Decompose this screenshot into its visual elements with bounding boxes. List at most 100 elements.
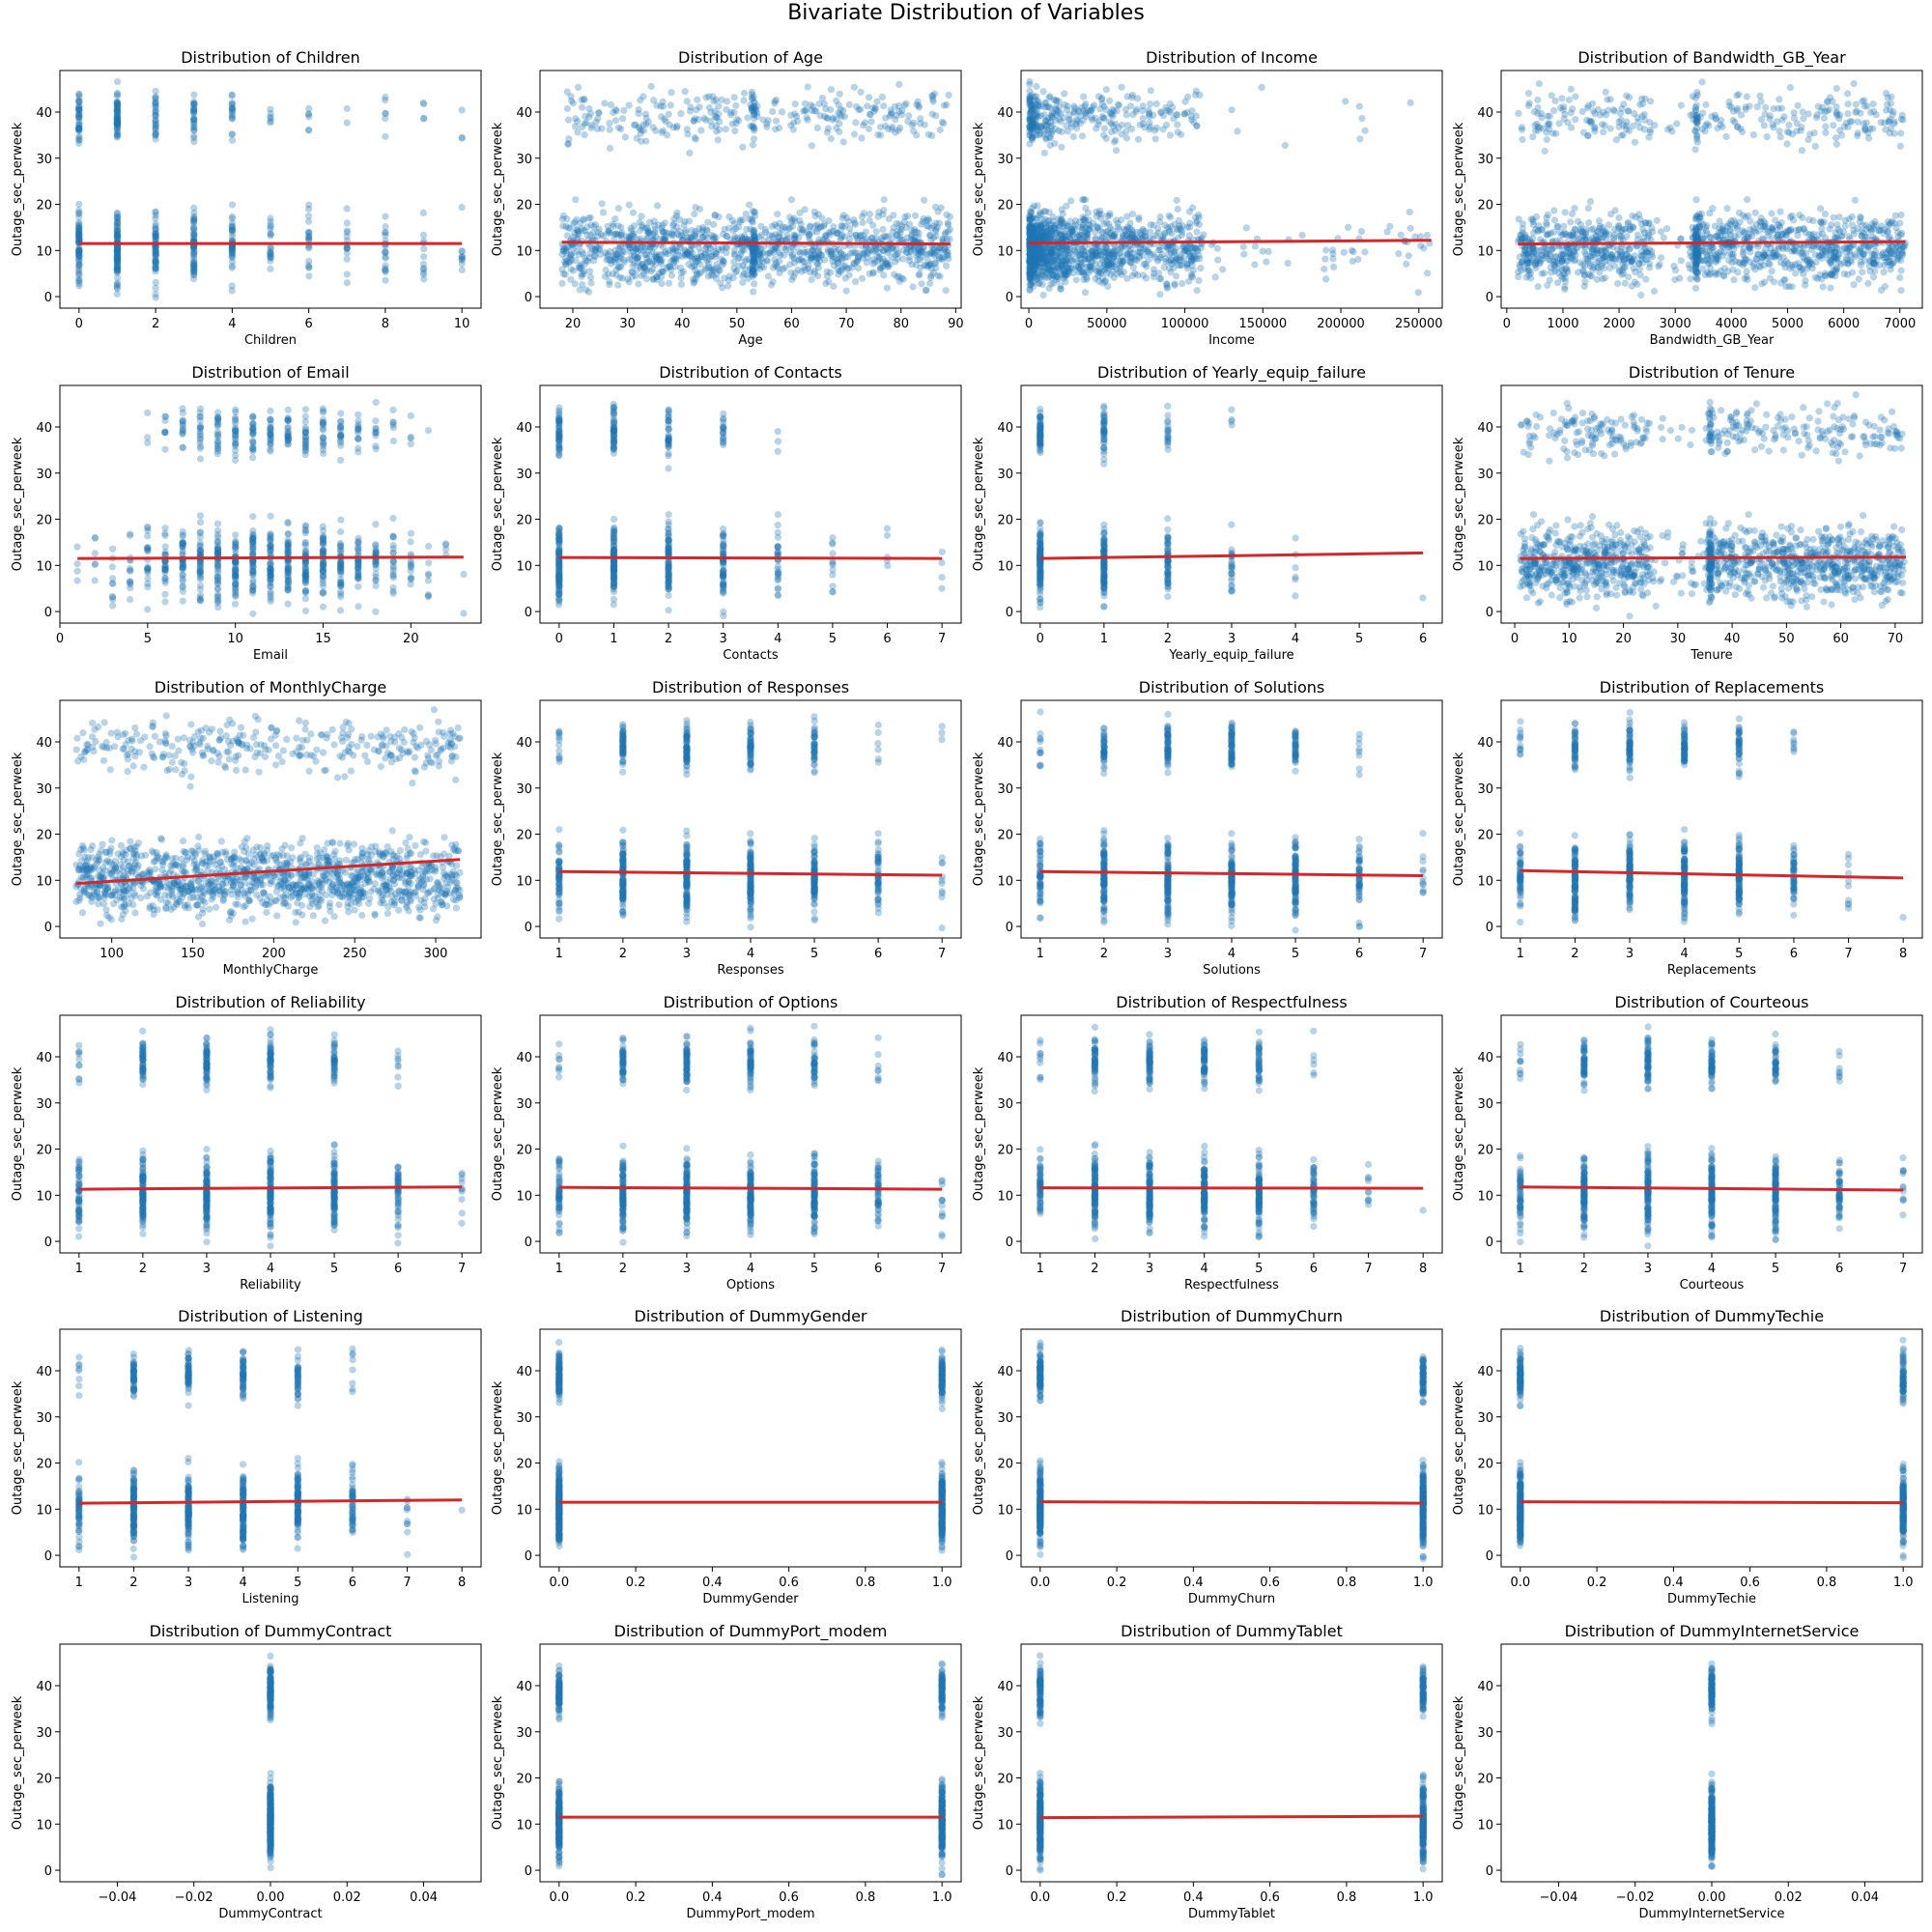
data-point: [153, 135, 159, 142]
data-point: [1214, 257, 1221, 264]
data-point: [931, 91, 938, 98]
data-point: [1195, 277, 1202, 284]
data-point: [750, 250, 756, 257]
data-point: [851, 84, 858, 91]
data-point: [1053, 97, 1060, 103]
data-point: [843, 288, 850, 295]
data-point: [684, 98, 691, 104]
data-point: [651, 244, 658, 251]
data-point: [710, 235, 717, 242]
data-point: [1060, 257, 1066, 264]
data-point: [1550, 229, 1557, 236]
data-point: [1088, 106, 1094, 113]
data-point: [1753, 221, 1760, 228]
data-point: [734, 235, 741, 242]
data-point: [1171, 280, 1178, 287]
data-point: [652, 261, 659, 268]
data-point: [190, 124, 197, 130]
data-point: [1322, 275, 1329, 282]
data-point: [1097, 234, 1104, 241]
data-point: [459, 134, 466, 141]
data-point: [710, 221, 717, 228]
data-point: [694, 97, 700, 103]
data-point: [1817, 205, 1824, 212]
data-point: [751, 231, 757, 238]
data-point: [1299, 232, 1306, 239]
data-point: [570, 220, 577, 227]
data-point: [1078, 255, 1085, 262]
data-point: [1550, 207, 1557, 213]
data-point: [1080, 94, 1087, 100]
data-point: [708, 271, 715, 278]
data-point: [190, 107, 197, 114]
data-point: [344, 270, 351, 277]
data-point: [1259, 84, 1265, 91]
data-point: [836, 101, 842, 108]
data-point: [1185, 278, 1192, 285]
data-point: [564, 89, 571, 96]
data-point: [1140, 102, 1147, 109]
data-point: [1111, 138, 1118, 145]
data-point: [1120, 257, 1126, 264]
subplot-title: Distribution of Children: [181, 48, 360, 67]
data-point: [1088, 264, 1094, 270]
data-point: [1162, 258, 1169, 265]
data-point: [786, 261, 793, 268]
data-point: [749, 95, 755, 101]
data-point: [1041, 274, 1048, 281]
data-point: [634, 254, 640, 261]
data-point: [592, 246, 599, 253]
data-point: [1692, 285, 1699, 292]
data-point: [1407, 99, 1414, 106]
data-point: [1892, 224, 1899, 231]
data-point: [735, 263, 742, 270]
data-point: [268, 110, 274, 117]
y-tick-label: 30: [997, 153, 1013, 167]
data-point: [420, 210, 427, 216]
data-point: [1560, 223, 1567, 230]
data-point: [940, 120, 947, 127]
data-point: [1618, 227, 1625, 234]
data-point: [587, 273, 594, 280]
data-point: [1070, 133, 1077, 140]
data-point: [229, 100, 236, 107]
data-point: [1406, 252, 1412, 259]
data-point: [1078, 104, 1085, 111]
data-point: [711, 108, 718, 115]
y-axis-label: Outage_sec_perweek: [11, 122, 25, 256]
data-point: [114, 235, 121, 242]
regression-line: [562, 242, 951, 244]
data-point: [805, 83, 811, 90]
data-point: [1053, 273, 1060, 280]
data-point: [1111, 253, 1118, 260]
y-tick-label: 10: [997, 244, 1013, 259]
data-point: [153, 262, 159, 269]
data-point: [1820, 283, 1827, 290]
data-point: [1539, 226, 1546, 233]
data-point: [678, 274, 685, 281]
data-point: [890, 212, 896, 218]
data-point: [882, 258, 889, 265]
data-point: [692, 204, 698, 211]
data-point: [773, 118, 780, 125]
data-point: [606, 278, 612, 285]
data-point: [420, 115, 427, 122]
data-point: [1174, 111, 1180, 118]
data-point: [765, 272, 772, 279]
data-point: [1321, 256, 1328, 263]
data-point: [934, 272, 941, 279]
data-point: [565, 141, 572, 148]
data-point: [229, 91, 236, 98]
data-point: [75, 91, 82, 98]
data-point: [190, 245, 197, 252]
data-point: [344, 279, 351, 286]
data-point: [458, 256, 465, 263]
data-point: [1637, 292, 1644, 298]
data-point: [459, 106, 466, 113]
data-point: [190, 213, 197, 220]
data-point: [806, 233, 812, 240]
data-point: [859, 219, 866, 226]
data-point: [1096, 105, 1103, 112]
data-point: [731, 128, 738, 134]
data-point: [1175, 226, 1181, 233]
